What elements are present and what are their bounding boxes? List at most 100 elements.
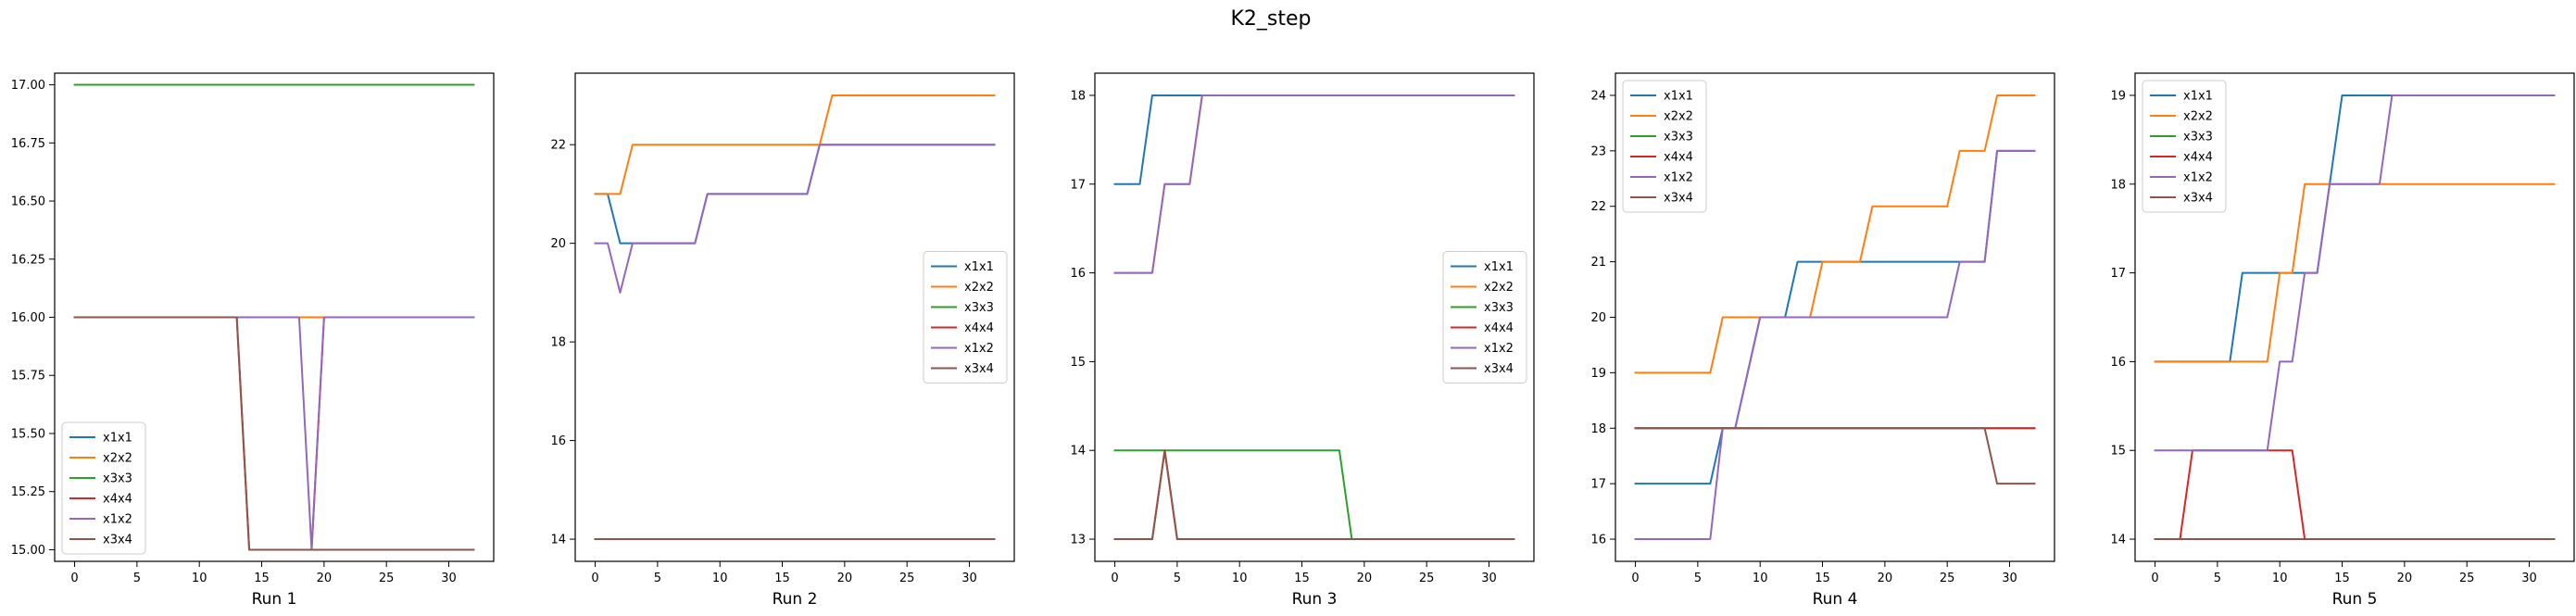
x-tick-label: 0 <box>591 572 598 585</box>
legend-label-x1x2: x1x2 <box>103 513 132 527</box>
y-tick-label: 15.75 <box>11 370 45 383</box>
x-axis-label: Run 3 <box>1292 590 1338 609</box>
series-line-x2x2 <box>1634 94 2036 374</box>
legend-label-x3x4: x3x4 <box>1664 192 1693 206</box>
y-tick-label: 16 <box>1590 534 1606 547</box>
y-tick-label: 17 <box>1590 478 1606 492</box>
y-tick-label: 20 <box>550 237 566 251</box>
y-tick-label: 15 <box>1070 356 1086 370</box>
legend-label-x3x4: x3x4 <box>103 534 132 547</box>
x-tick-label: 30 <box>1481 572 1497 585</box>
legend-label-x3x3: x3x3 <box>2183 131 2213 145</box>
y-tick-label: 24 <box>1590 89 1606 103</box>
legend-label-x1x2: x1x2 <box>1484 342 1514 356</box>
x-tick-label: 20 <box>2397 572 2413 585</box>
series-line-x3x4 <box>73 316 475 551</box>
legend-label-x3x3: x3x3 <box>1664 131 1693 145</box>
series-line-x1x2 <box>1113 94 1515 274</box>
legend-label-x4x4: x4x4 <box>2183 151 2213 165</box>
x-tick-label: 5 <box>2214 572 2221 585</box>
x-tick-label: 10 <box>2272 572 2288 585</box>
y-tick-label: 14 <box>1070 445 1086 459</box>
x-tick-label: 30 <box>2002 572 2017 585</box>
x-tick-label: 15 <box>774 572 790 585</box>
series-lines <box>594 94 996 541</box>
legend-label-x3x4: x3x4 <box>1484 362 1514 376</box>
x-axis-label: Run 4 <box>1813 590 1858 609</box>
legend: x1x1 x2x2 x3x3 x4x4 x1x2 x3x4 <box>1442 251 1527 383</box>
y-tick-label: 16 <box>2110 356 2126 370</box>
y-tick-label: 18 <box>550 336 566 350</box>
x-axis-label: Run 2 <box>773 590 818 609</box>
x-tick-label: 15 <box>1294 572 1310 585</box>
y-tick-label: 15.25 <box>11 485 45 499</box>
legend-label-x1x2: x1x2 <box>1664 171 1693 185</box>
charts-container: 0 5 10 15 20 25 30 15.00 15.25 15.50 15.75 16.00 16.… <box>11 72 2575 609</box>
chart-run-1: 0 5 10 15 20 25 30 15.00 15.25 15.50 15.75 16.00 16.… <box>11 72 495 609</box>
y-tick-label: 14 <box>550 534 566 547</box>
legend-label-x3x3: x3x3 <box>1484 301 1514 315</box>
x-tick-label: 25 <box>2459 572 2475 585</box>
legend-box <box>923 251 1008 383</box>
y-tick-label: 16.25 <box>11 253 45 267</box>
series-lines <box>1113 94 1515 541</box>
x-tick-label: 20 <box>837 572 853 585</box>
x-tick-label: 25 <box>379 572 395 585</box>
series-line-x2x2 <box>594 94 996 195</box>
y-tick-label: 18 <box>1070 89 1086 103</box>
x-tick-label: 20 <box>317 572 333 585</box>
legend-label-x3x3: x3x3 <box>103 472 132 486</box>
x-tick-label: 30 <box>441 572 457 585</box>
chart-run-3: 0 5 10 15 20 25 30 13 14 15 16 17 18 Run 3 x1x1 x2x2 x3x… <box>1070 72 1535 609</box>
legend-label-x2x2: x2x2 <box>1664 110 1693 124</box>
y-tick-label: 18 <box>1590 422 1606 436</box>
legend-box <box>1442 251 1527 383</box>
x-tick-label: 25 <box>1940 572 1955 585</box>
legend: x1x1 x2x2 x3x3 x4x4 x1x2 x3x4 <box>2142 80 2227 213</box>
y-tick-label: 16.00 <box>11 311 45 325</box>
series-lines <box>1634 94 2036 541</box>
x-tick-label: 10 <box>1753 572 1768 585</box>
legend-label-x4x4: x4x4 <box>1484 321 1514 335</box>
x-tick-label: 30 <box>961 572 977 585</box>
legend-label-x3x4: x3x4 <box>2183 192 2213 206</box>
legend-label-x4x4: x4x4 <box>1664 151 1693 165</box>
x-tick-label: 15 <box>254 572 270 585</box>
axes-frame <box>1094 72 1535 562</box>
legend: x1x1 x2x2 x3x3 x4x4 x1x2 x3x4 <box>61 421 146 555</box>
y-tick-label: 15.50 <box>11 427 45 441</box>
legend-label-x1x2: x1x2 <box>2183 171 2213 185</box>
y-tick-label: 14 <box>2110 534 2126 547</box>
y-tick-label: 19 <box>2110 89 2126 103</box>
y-tick-label: 22 <box>1590 200 1606 214</box>
series-line-x3x4 <box>1113 449 1515 541</box>
series-lines <box>2154 94 2556 541</box>
x-tick-label: 10 <box>192 572 207 585</box>
axes-frame <box>574 72 1015 562</box>
x-tick-label: 0 <box>1631 572 1639 585</box>
legend-label-x3x3: x3x3 <box>964 301 994 315</box>
legend-label-x1x2: x1x2 <box>964 342 994 356</box>
legend-label-x1x1: x1x1 <box>2183 90 2213 104</box>
x-tick-label: 15 <box>2334 572 2350 585</box>
y-tick-label: 23 <box>1590 145 1606 158</box>
x-tick-label: 10 <box>1232 572 1248 585</box>
y-tick-label: 16.50 <box>11 195 45 209</box>
x-tick-label: 15 <box>1815 572 1830 585</box>
legend-label-x1x1: x1x1 <box>964 260 994 274</box>
legend-label-x1x1: x1x1 <box>103 432 132 446</box>
figure-title: K2_step <box>1230 7 1311 31</box>
series-line-x1x2 <box>2154 94 2556 452</box>
x-axis-label: Run 5 <box>2332 590 2378 609</box>
x-tick-label: 5 <box>1694 572 1702 585</box>
y-tick-label: 16.75 <box>11 137 45 151</box>
legend-label-x3x4: x3x4 <box>964 362 994 376</box>
x-tick-label: 0 <box>70 572 78 585</box>
legend-label-x1x1: x1x1 <box>1484 260 1514 274</box>
series-lines <box>73 83 475 551</box>
x-tick-label: 0 <box>2151 572 2158 585</box>
x-axis-label: Run 1 <box>252 590 297 609</box>
